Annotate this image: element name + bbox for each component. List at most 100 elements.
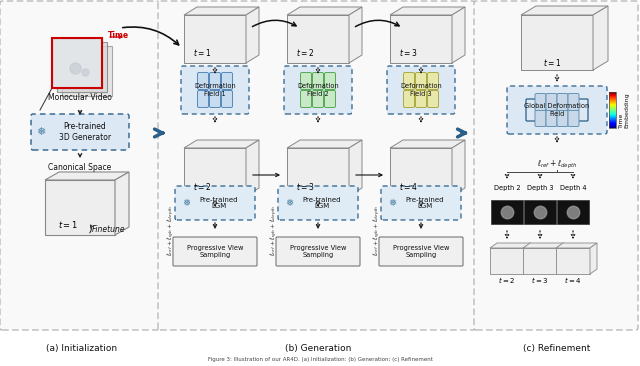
Polygon shape — [556, 243, 597, 248]
Polygon shape — [390, 7, 465, 15]
FancyBboxPatch shape — [507, 86, 607, 134]
FancyBboxPatch shape — [221, 72, 232, 90]
FancyBboxPatch shape — [568, 93, 579, 111]
Polygon shape — [452, 7, 465, 63]
Text: $t = 4$: $t = 4$ — [564, 275, 582, 285]
Polygon shape — [556, 248, 590, 274]
FancyBboxPatch shape — [301, 90, 312, 108]
FancyBboxPatch shape — [175, 186, 255, 220]
Text: ❅: ❅ — [182, 198, 190, 208]
Text: Deformation
Field 1: Deformation Field 1 — [194, 83, 236, 97]
Polygon shape — [184, 15, 246, 63]
Text: $t = 1$: $t = 1$ — [543, 57, 561, 68]
FancyBboxPatch shape — [324, 90, 335, 108]
Text: Pre-trained
LGM: Pre-trained LGM — [200, 197, 238, 209]
FancyBboxPatch shape — [403, 72, 415, 90]
FancyBboxPatch shape — [403, 90, 415, 108]
Text: $\ell_{ref} + \ell_{rgb} + \ell_{depth}$: $\ell_{ref} + \ell_{rgb} + \ell_{depth}$ — [268, 204, 280, 256]
Text: $t = 4$: $t = 4$ — [399, 180, 418, 191]
Text: Global Deformation
Field: Global Deformation Field — [524, 104, 589, 116]
Polygon shape — [184, 7, 259, 15]
FancyBboxPatch shape — [284, 66, 352, 114]
Text: (c) Refinement: (c) Refinement — [524, 344, 591, 354]
FancyBboxPatch shape — [381, 186, 461, 220]
Polygon shape — [184, 148, 246, 196]
FancyBboxPatch shape — [0, 1, 159, 330]
Polygon shape — [349, 140, 362, 196]
Polygon shape — [523, 248, 557, 274]
FancyBboxPatch shape — [524, 200, 556, 224]
Text: $t = 3$: $t = 3$ — [531, 275, 548, 285]
Text: Finetune: Finetune — [92, 225, 125, 235]
Text: $t = 2$: $t = 2$ — [296, 48, 314, 59]
Text: $t = 2$: $t = 2$ — [499, 275, 515, 285]
Polygon shape — [287, 140, 362, 148]
Text: $\ell_{ref} + \ell_{rgb} + \ell_{depth}$: $\ell_{ref} + \ell_{rgb} + \ell_{depth}$ — [165, 204, 177, 256]
FancyBboxPatch shape — [62, 46, 112, 96]
Text: Canonical Space: Canonical Space — [49, 163, 111, 172]
Polygon shape — [287, 7, 362, 15]
FancyBboxPatch shape — [526, 99, 588, 121]
Text: Deformation
Field 3: Deformation Field 3 — [400, 83, 442, 97]
Polygon shape — [521, 15, 593, 70]
Polygon shape — [246, 140, 259, 196]
FancyBboxPatch shape — [546, 109, 557, 127]
FancyBboxPatch shape — [415, 72, 426, 90]
Text: Time
Embedding: Time Embedding — [619, 92, 630, 128]
Polygon shape — [390, 148, 452, 196]
Polygon shape — [524, 243, 531, 274]
Polygon shape — [390, 140, 465, 148]
Text: Depth 3: Depth 3 — [527, 185, 553, 191]
Polygon shape — [287, 15, 349, 63]
Text: $t = 1$: $t = 1$ — [193, 48, 211, 59]
Text: Time: Time — [108, 30, 129, 40]
FancyBboxPatch shape — [198, 72, 209, 90]
FancyBboxPatch shape — [557, 200, 589, 224]
FancyBboxPatch shape — [379, 237, 463, 266]
Text: $t = 3$: $t = 3$ — [296, 180, 315, 191]
FancyBboxPatch shape — [491, 200, 523, 224]
Polygon shape — [45, 180, 115, 235]
FancyBboxPatch shape — [535, 93, 546, 111]
Polygon shape — [590, 243, 597, 274]
Text: Pre-trained
LGM: Pre-trained LGM — [303, 197, 341, 209]
Text: Figure 3: Illustration of our AR4D. (a) Initialization: (b) Generation; (c) Refi: Figure 3: Illustration of our AR4D. (a) … — [207, 358, 433, 362]
Polygon shape — [521, 6, 608, 15]
Text: ❅: ❅ — [36, 127, 45, 137]
FancyBboxPatch shape — [158, 1, 475, 330]
Text: $t = 2$: $t = 2$ — [193, 180, 211, 191]
FancyBboxPatch shape — [31, 114, 129, 150]
FancyBboxPatch shape — [301, 72, 312, 90]
Text: Progressive View
Sampling: Progressive View Sampling — [393, 245, 449, 258]
FancyBboxPatch shape — [568, 109, 579, 127]
FancyBboxPatch shape — [221, 90, 232, 108]
Polygon shape — [45, 172, 129, 180]
Text: Depth 4: Depth 4 — [560, 185, 586, 191]
Text: Progressive View
Sampling: Progressive View Sampling — [290, 245, 346, 258]
Text: Monocular Video: Monocular Video — [48, 93, 112, 101]
FancyBboxPatch shape — [209, 90, 221, 108]
FancyBboxPatch shape — [173, 237, 257, 266]
Polygon shape — [349, 7, 362, 63]
FancyBboxPatch shape — [198, 90, 209, 108]
FancyBboxPatch shape — [209, 72, 221, 90]
Text: Pre-trained
LGM: Pre-trained LGM — [406, 197, 444, 209]
Polygon shape — [452, 140, 465, 196]
Text: (b) Generation: (b) Generation — [285, 344, 351, 354]
FancyBboxPatch shape — [428, 90, 438, 108]
FancyBboxPatch shape — [312, 72, 323, 90]
FancyBboxPatch shape — [546, 93, 557, 111]
Text: $\ell_{ref} + \ell_{rgb} + \ell_{depth}$: $\ell_{ref} + \ell_{rgb} + \ell_{depth}$ — [371, 204, 383, 256]
FancyBboxPatch shape — [557, 109, 568, 127]
Text: ❅: ❅ — [285, 198, 293, 208]
Polygon shape — [115, 172, 129, 235]
FancyBboxPatch shape — [324, 72, 335, 90]
Text: $t = 3$: $t = 3$ — [399, 48, 417, 59]
FancyBboxPatch shape — [428, 72, 438, 90]
FancyBboxPatch shape — [415, 90, 426, 108]
FancyBboxPatch shape — [181, 66, 249, 114]
FancyBboxPatch shape — [278, 186, 358, 220]
Text: Progressive View
Sampling: Progressive View Sampling — [187, 245, 243, 258]
Text: ❅: ❅ — [388, 198, 396, 208]
Polygon shape — [184, 140, 259, 148]
